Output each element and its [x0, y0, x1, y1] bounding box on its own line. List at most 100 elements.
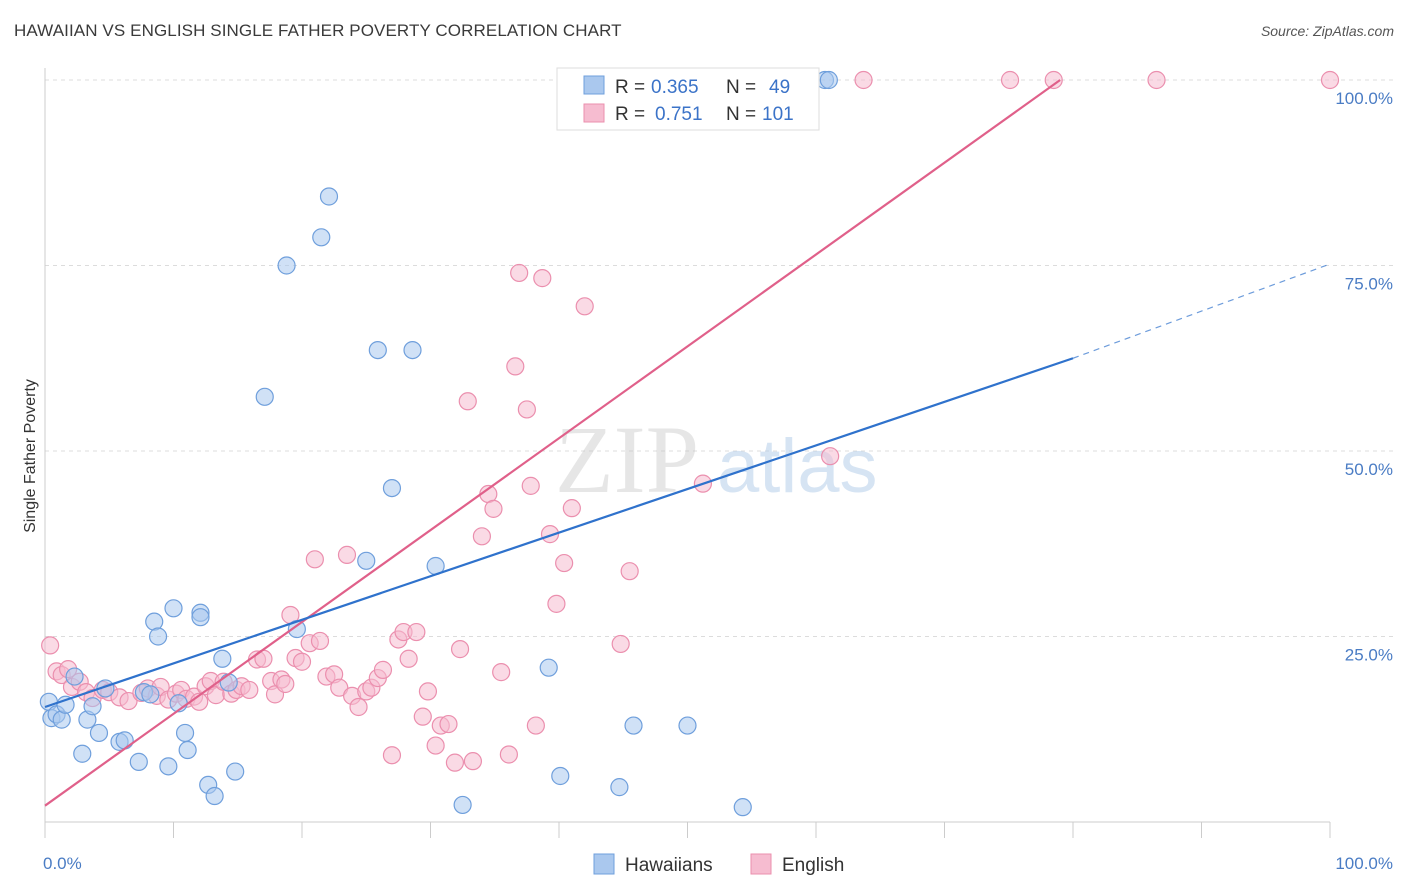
legend-r-hawaiians: 0.365	[651, 77, 699, 98]
english-point	[310, 631, 330, 651]
english-point	[472, 527, 491, 546]
english-point	[575, 297, 594, 316]
english-point	[540, 525, 560, 544]
english-point	[450, 640, 470, 659]
hawaiians-point	[145, 612, 164, 631]
english-point	[555, 553, 574, 573]
legend-n-label-english: N =	[726, 104, 756, 125]
y-tick-labels: 25.0% 50.0% 75.0% 100.0%	[1335, 89, 1393, 665]
english-point	[492, 663, 511, 682]
english-point	[337, 545, 357, 564]
english-point	[426, 736, 445, 755]
english-point	[240, 680, 259, 700]
english-point	[547, 594, 566, 613]
hawaiians-point	[141, 685, 160, 704]
gridlines	[45, 79, 1393, 637]
hawaiians-point	[205, 786, 224, 806]
legend-swatch-english	[583, 103, 605, 123]
english-point	[463, 752, 483, 771]
hawaiians-point	[83, 697, 102, 716]
hawaiians-point	[89, 723, 109, 743]
english-point	[382, 746, 402, 765]
watermark-atlas: atlas	[717, 424, 878, 509]
hawaiians-point	[159, 757, 178, 776]
english-point	[484, 499, 503, 518]
trend-lines	[44, 79, 1331, 807]
english-point	[373, 660, 393, 679]
chart-source: Source: ZipAtlas.com	[1260, 23, 1394, 39]
english-point	[1320, 70, 1340, 90]
english-point	[276, 674, 295, 694]
hawaiians-point	[357, 551, 376, 570]
hawaiians-point	[148, 627, 168, 646]
legend-n-hawaiians: 49	[769, 77, 790, 98]
english-point	[349, 697, 368, 717]
hawaiians-trend-line	[44, 357, 1074, 709]
series-legend-label-hawaiians: Hawaiians	[625, 855, 713, 876]
hawaiians-point	[219, 673, 238, 692]
english-point	[458, 392, 477, 411]
legend-n-english: 101	[762, 104, 794, 125]
hawaiians-point	[115, 731, 134, 750]
y-axis-label: Single Father Poverty	[22, 379, 39, 533]
english-point	[292, 652, 312, 671]
english-point	[854, 70, 873, 90]
hawaiians-point	[52, 710, 71, 729]
english-point	[562, 499, 581, 518]
hawaiians-point	[403, 340, 422, 360]
english-point	[533, 269, 552, 288]
x-tick-label: 0.0%	[43, 854, 82, 873]
hawaiians-point	[733, 798, 752, 817]
english-point	[119, 691, 138, 711]
hawaiians-point	[175, 723, 195, 743]
english-point	[407, 622, 426, 642]
hawaiians-point	[164, 599, 183, 618]
hawaiians-point	[65, 667, 84, 686]
y-axis-label-group: Single Father Poverty	[22, 379, 39, 533]
english-point	[399, 649, 418, 668]
series-legend-swatch-hawaiians	[593, 853, 615, 875]
series-legend-label-english: English	[782, 855, 844, 876]
english-point	[611, 634, 630, 654]
hawaiians-point	[226, 762, 245, 781]
series-legend-swatch-english	[750, 853, 772, 875]
hawaiians-point	[319, 187, 339, 206]
english-point	[517, 400, 536, 419]
hawaiians-point	[129, 752, 148, 771]
hawaiians-point	[191, 608, 210, 627]
y-tick-label: 25.0%	[1345, 646, 1393, 665]
english-point	[1044, 70, 1063, 90]
watermark-zip: ZIP	[555, 406, 699, 513]
hawaiians-point	[624, 716, 643, 735]
watermark: ZIP atlas	[555, 406, 878, 513]
x-tick-label: 100.0%	[1335, 854, 1393, 873]
hawaiians-point	[312, 228, 331, 247]
hawaiians-point	[678, 716, 697, 735]
english-point	[41, 636, 60, 655]
y-tick-label: 50.0%	[1345, 460, 1393, 479]
english-point	[821, 447, 840, 466]
hawaiians-trend-extension	[1072, 263, 1331, 359]
hawaiians-point	[610, 778, 629, 797]
english-point	[330, 678, 349, 697]
y-tick-label: 75.0%	[1345, 275, 1393, 294]
hawaiians-point	[178, 740, 197, 760]
hawaiians-point	[819, 70, 838, 90]
legend-r-label-english: R =	[615, 104, 645, 125]
english-point	[521, 476, 540, 495]
legend-swatch-hawaiians	[583, 75, 605, 95]
hawaiians-point	[277, 256, 296, 275]
legend-r-english: 0.751	[655, 104, 703, 125]
hawaiians-point	[382, 479, 402, 498]
english-point	[506, 357, 525, 376]
english-point	[1000, 70, 1020, 90]
english-point	[1147, 70, 1166, 90]
hawaiians-point	[213, 649, 232, 668]
english-point	[445, 753, 465, 772]
hawaiians-point	[368, 340, 387, 360]
legend-n-label-hawaiians: N =	[726, 77, 756, 98]
hawaiians-point	[73, 744, 92, 763]
series-legend: Hawaiians English	[593, 853, 844, 876]
english-point	[413, 707, 432, 726]
